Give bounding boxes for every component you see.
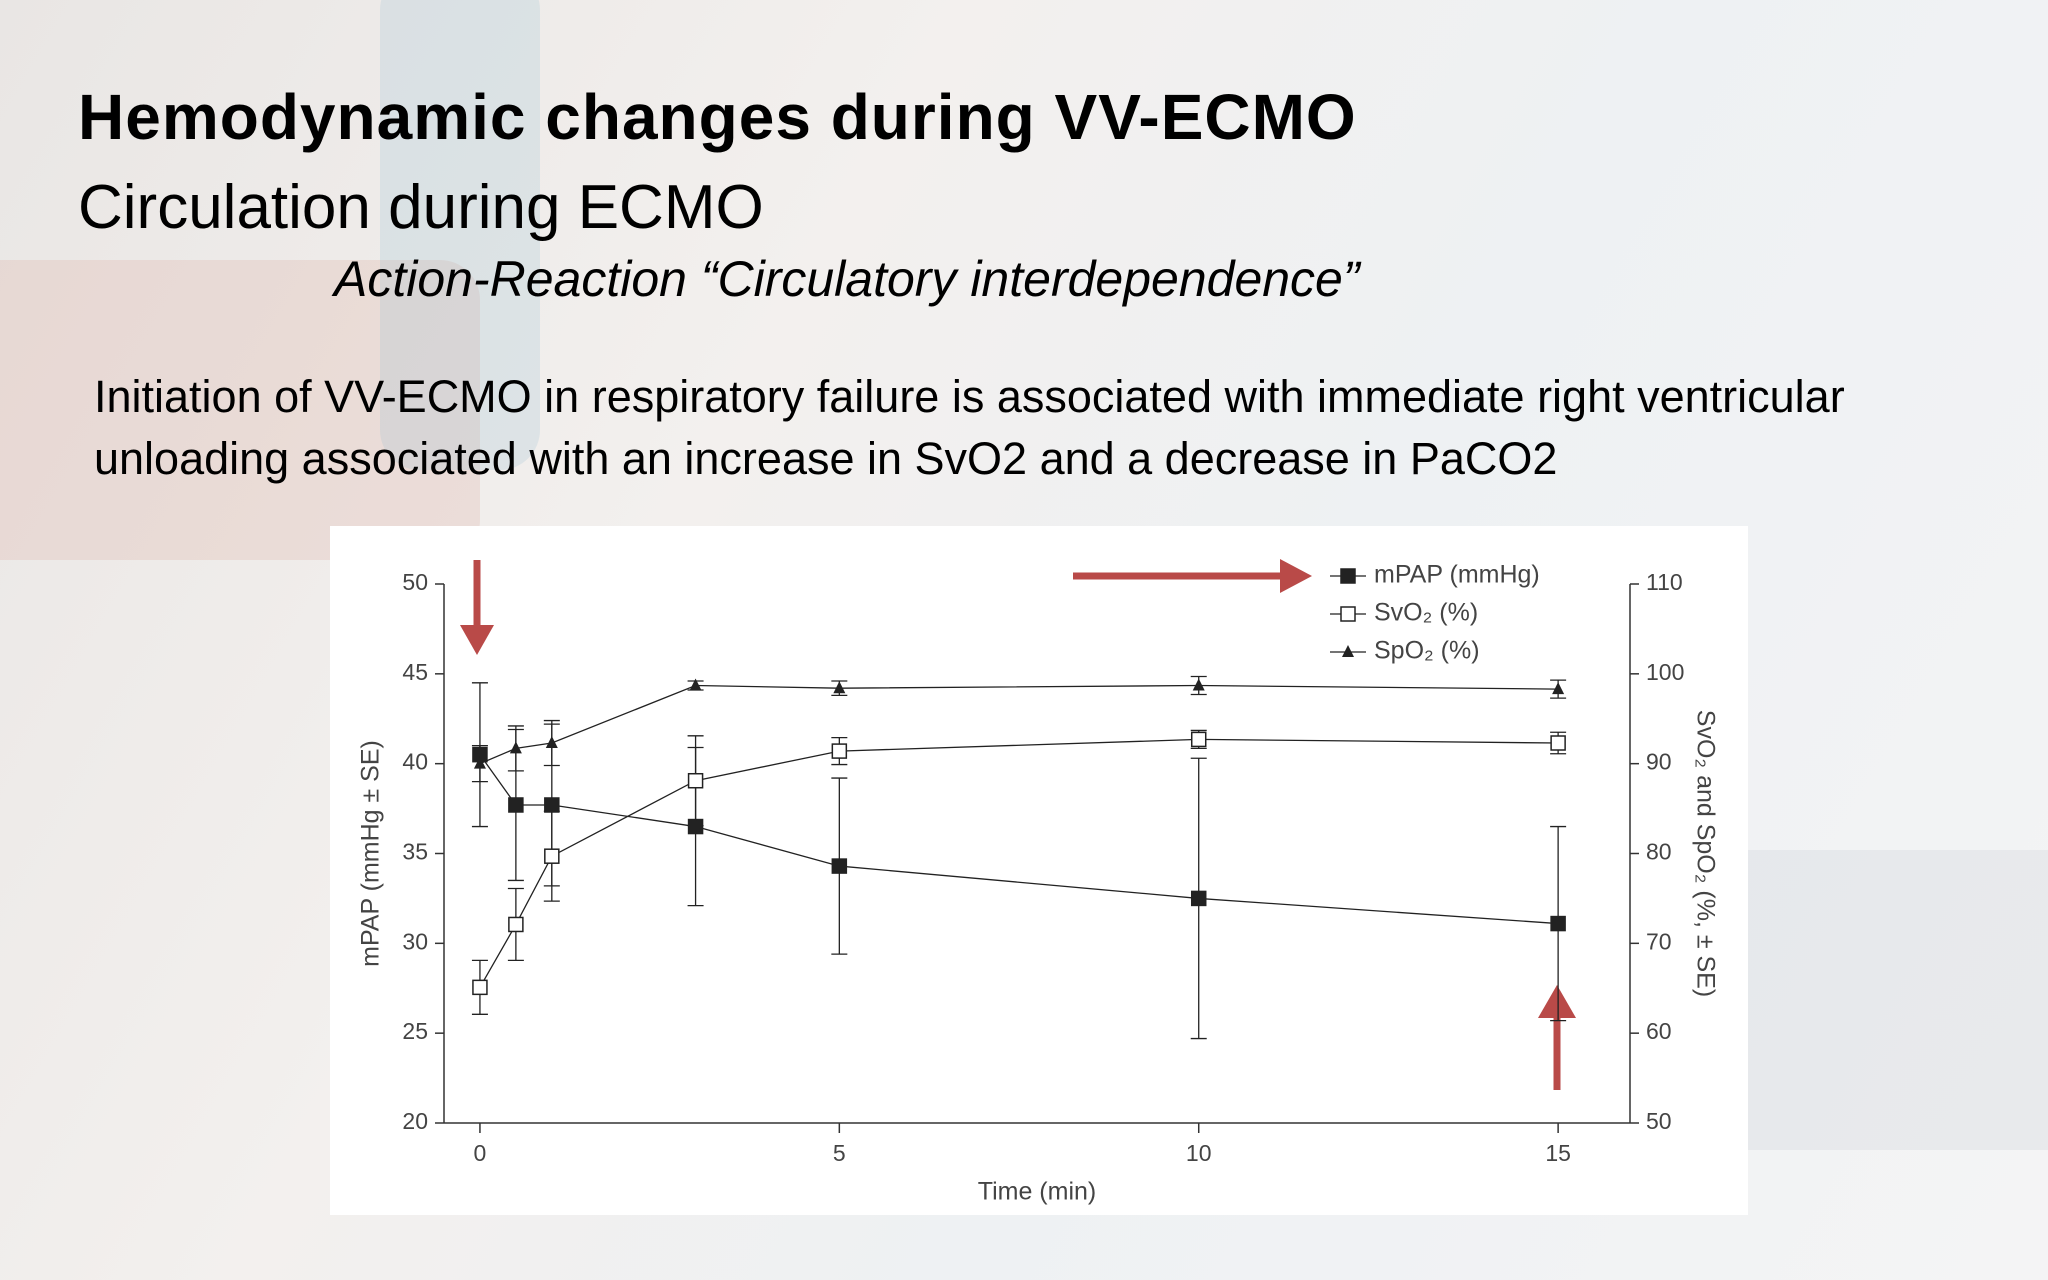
x-tick-label: 15 bbox=[1545, 1140, 1571, 1166]
x-tick-label: 10 bbox=[1186, 1140, 1212, 1166]
marker bbox=[687, 772, 704, 789]
body-text: Initiation of VV-ECMO in respiratory fai… bbox=[94, 371, 1845, 484]
marker bbox=[689, 678, 702, 691]
slide-title: Hemodynamic changes during VV-ECMO bbox=[78, 81, 1357, 153]
arrow-head bbox=[1280, 559, 1312, 593]
slide-subtitle: Circulation during ECMO bbox=[78, 173, 764, 242]
y2-tick-label: 70 bbox=[1646, 928, 1672, 954]
marker bbox=[831, 858, 848, 874]
marker bbox=[508, 916, 524, 933]
y-tick-label: 40 bbox=[402, 749, 428, 775]
x-tick-label: 5 bbox=[833, 1140, 846, 1166]
background-shape bbox=[1700, 850, 2048, 1150]
legend-label: mPAP (mmHg) bbox=[1374, 561, 1540, 589]
background-shape bbox=[0, 260, 480, 560]
marker bbox=[831, 743, 848, 759]
marker bbox=[472, 979, 488, 996]
marker bbox=[1550, 915, 1566, 932]
y2-tick-label: 110 bbox=[1646, 569, 1683, 595]
marker bbox=[1190, 890, 1207, 907]
y2-tick-label: 90 bbox=[1646, 749, 1672, 775]
y2-tick-label: 50 bbox=[1646, 1108, 1672, 1134]
y2-tick-label: 60 bbox=[1646, 1018, 1672, 1044]
legend-label: SvO₂ (%) bbox=[1374, 599, 1478, 627]
marker bbox=[509, 741, 522, 754]
legend-marker bbox=[1340, 606, 1356, 622]
marker bbox=[1552, 682, 1565, 695]
arrow-head bbox=[1538, 985, 1576, 1018]
background-shape bbox=[380, 0, 540, 470]
marker bbox=[833, 681, 846, 694]
x-axis-label: Time (min) bbox=[978, 1178, 1097, 1206]
y-tick-label: 35 bbox=[402, 839, 428, 865]
y2-axis-label: SvO₂ and SpO₂ (%, ± SE) bbox=[1691, 710, 1719, 997]
marker bbox=[544, 848, 560, 864]
series bbox=[471, 682, 1567, 1040]
legend-label: SpO₂ (%) bbox=[1374, 637, 1480, 665]
y-axis-label: mPAP (mmHg ± SE) bbox=[357, 740, 385, 967]
marker bbox=[508, 797, 524, 813]
marker bbox=[544, 797, 560, 813]
marker bbox=[1550, 735, 1566, 751]
legend-marker bbox=[1342, 645, 1354, 657]
y-tick-label: 25 bbox=[402, 1018, 428, 1044]
marker bbox=[1190, 731, 1207, 748]
x-tick-label: 0 bbox=[474, 1140, 487, 1166]
marker bbox=[545, 736, 558, 749]
y2-tick-label: 80 bbox=[1646, 839, 1672, 865]
y-tick-label: 45 bbox=[402, 659, 428, 685]
series bbox=[471, 729, 1567, 1015]
y2-tick-label: 100 bbox=[1646, 659, 1684, 685]
slide-tagline: Action-Reaction “Circulatory interdepend… bbox=[334, 251, 1360, 307]
annotation-arrows bbox=[460, 559, 1576, 1090]
marker bbox=[473, 756, 486, 769]
y-tick-label: 30 bbox=[402, 928, 428, 954]
y-tick-label: 20 bbox=[402, 1108, 428, 1134]
arrow-head bbox=[460, 625, 494, 655]
y-tick-label: 50 bbox=[402, 569, 428, 595]
series bbox=[471, 675, 1567, 783]
marker bbox=[1192, 678, 1205, 691]
legend-marker bbox=[1340, 568, 1356, 584]
chart-panel bbox=[330, 526, 1748, 1215]
